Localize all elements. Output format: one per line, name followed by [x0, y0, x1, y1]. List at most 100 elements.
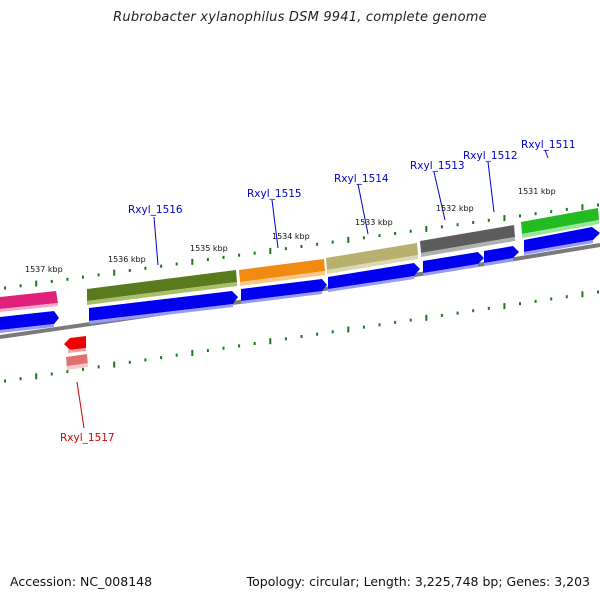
inner-tick-mark [82, 367, 84, 371]
outer-tick-mark [519, 214, 521, 218]
cds-rxyl-1516[interactable] [89, 291, 238, 324]
outer-tick-mark [472, 221, 475, 224]
outer-tick-mark [206, 258, 209, 262]
outer-tick-mark [4, 286, 6, 290]
inner-tick-mark [191, 349, 194, 356]
outer-tick-mark [440, 225, 443, 229]
outer-tick-mark [550, 210, 553, 214]
inner-tick-mark [284, 337, 287, 341]
outer-tick-mark [175, 262, 178, 266]
inner-tick-mark [440, 313, 443, 317]
outer-tick-mark [238, 253, 241, 257]
outer-tick-mark [269, 247, 272, 254]
inner-tick-mark [300, 335, 303, 338]
inner-tick-mark [35, 373, 38, 380]
outer-tick-mark [253, 251, 256, 255]
inner-tick-mark [597, 290, 599, 294]
inner-tick-mark [487, 306, 490, 310]
inner-tick-mark [316, 332, 319, 336]
outer-tick-mark [316, 242, 319, 246]
outer-tick-mark [50, 279, 53, 283]
cds-rxyl-1514[interactable] [328, 263, 420, 292]
label-rxyl-1514: Rxyl_1514 [334, 173, 389, 185]
outer-tick-mark [331, 240, 334, 244]
inner-tick-mark [362, 325, 365, 329]
inner-tick-mark [425, 314, 428, 321]
inner-tick-mark [128, 360, 131, 364]
cds-rxyl-1511[interactable] [524, 227, 600, 255]
inner-tick-mark [113, 361, 116, 368]
outer-tick-ring [4, 203, 599, 290]
inner-tick-mark [97, 365, 100, 369]
cds-rxyl-1517[interactable] [64, 336, 86, 353]
inner-tick-mark [534, 299, 537, 303]
outer-tick-mark [487, 218, 490, 222]
gene-rxyl-1513[interactable] [420, 225, 515, 257]
ruler-label-1536: 1536 kbp [108, 255, 146, 264]
inner-tick-mark [519, 302, 521, 306]
outer-tick-mark [160, 264, 163, 268]
label-leaders [76, 149, 549, 429]
ruler-label-1533: 1533 kbp [355, 218, 393, 227]
inner-tick-mark [503, 303, 506, 310]
inner-tick-mark [160, 356, 163, 360]
outer-tick-mark [394, 231, 397, 235]
inner-tick-mark [4, 379, 6, 383]
inner-tick-mark [581, 291, 584, 298]
gene-rxyl-1517[interactable] [66, 354, 88, 370]
label-rxyl-1515: Rxyl_1515 [247, 188, 302, 200]
label-rxyl-1511: Rxyl_1511 [521, 139, 576, 151]
gene-fragment-left[interactable] [0, 291, 58, 312]
inner-tick-mark [378, 323, 381, 327]
inner-tick-mark [456, 311, 459, 315]
outer-tick-mark [534, 212, 537, 216]
ruler-label-1535: 1535 kbp [190, 244, 228, 253]
cds-fragment-left[interactable] [0, 311, 59, 333]
outer-tick-mark [82, 275, 84, 279]
gene-rxyl-1516[interactable] [87, 270, 237, 305]
inner-tick-mark [50, 372, 53, 376]
gene-rxyl-1511[interactable] [521, 208, 599, 238]
inner-tick-mark [238, 344, 241, 348]
inner-tick-mark [394, 320, 397, 324]
outer-tick-mark [222, 255, 225, 259]
gene-rxyl-1515[interactable] [239, 259, 325, 286]
inner-tick-mark [144, 358, 147, 362]
outer-tick-mark [347, 236, 350, 243]
label-rxyl-1517: Rxyl_1517 [60, 432, 115, 444]
inner-tick-mark [409, 318, 412, 322]
cds-rxyl-1512[interactable] [484, 246, 519, 266]
inner-tick-mark [19, 377, 22, 381]
topology-text: Topology: circular; Length: 3,225,748 bp… [246, 574, 590, 589]
inner-tick-mark [269, 338, 272, 345]
outer-tick-mark [144, 266, 147, 270]
inner-tick-mark [472, 309, 475, 313]
outer-tick-mark [128, 269, 131, 272]
outer-tick-mark [362, 236, 365, 240]
outer-tick-mark [565, 207, 568, 211]
outer-tick-mark [503, 215, 506, 222]
cds-rxyl-1515[interactable] [241, 279, 327, 304]
outer-tick-mark [425, 226, 428, 232]
outer-tick-mark [300, 245, 303, 248]
outer-tick-mark [191, 258, 194, 265]
cds-rxyl-1513[interactable] [423, 252, 484, 276]
inner-tick-mark [175, 353, 178, 357]
outer-tick-mark [581, 204, 584, 211]
label-rxyl-1516: Rxyl_1516 [128, 204, 183, 216]
inner-tick-mark [222, 346, 225, 350]
ruler-label-1537: 1537 kbp [25, 265, 63, 274]
outer-tick-mark [409, 229, 412, 233]
gene-rxyl-1514[interactable] [326, 243, 418, 274]
outer-tick-mark [284, 247, 287, 251]
page-title: Rubrobacter xylanophilus DSM 9941, compl… [113, 10, 487, 25]
inner-tick-mark [66, 370, 69, 374]
label-rxyl-1513: Rxyl_1513 [410, 160, 465, 172]
accession-text: Accession: NC_008148 [10, 574, 153, 589]
outer-tick-mark [19, 284, 22, 288]
ruler-label-1531: 1531 kbp [518, 187, 556, 196]
outer-tick-mark [35, 280, 38, 287]
inner-tick-mark [253, 342, 256, 345]
outer-tick-mark [97, 273, 100, 277]
